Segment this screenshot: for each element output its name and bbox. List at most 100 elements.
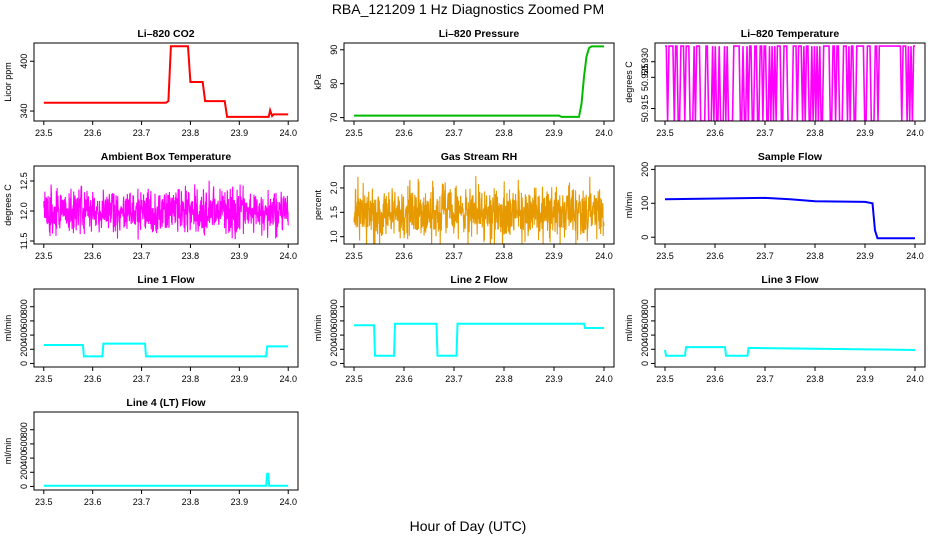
y-axis-label: ml/min bbox=[624, 315, 634, 342]
y-tick-label: 50.915 bbox=[640, 95, 650, 123]
y-tick-label: 400 bbox=[329, 328, 339, 343]
y-tick-label: 400 bbox=[19, 451, 29, 466]
y-axis-label: degrees C bbox=[624, 61, 634, 103]
x-tick-label: 23.7 bbox=[756, 128, 774, 138]
x-tick-label: 23.5 bbox=[345, 128, 363, 138]
series-line bbox=[664, 346, 916, 357]
plot-frame bbox=[343, 42, 615, 122]
series-line bbox=[665, 45, 915, 121]
y-tick-label: 1.0 bbox=[329, 230, 339, 243]
y-tick-label: 600 bbox=[19, 313, 29, 328]
y-tick-label: 0 bbox=[19, 361, 29, 366]
plot-frame bbox=[343, 288, 615, 368]
y-tick-label: 50.925 bbox=[640, 64, 650, 92]
series-line bbox=[353, 175, 605, 244]
plot-frame bbox=[654, 165, 926, 245]
x-tick-label: 23.9 bbox=[545, 128, 563, 138]
y-tick-label: 0 bbox=[19, 484, 29, 489]
x-tick-label: 23.6 bbox=[706, 128, 724, 138]
y-axis-label: degrees C bbox=[3, 184, 13, 226]
x-tick-label: 23.6 bbox=[395, 374, 413, 384]
panel-8: Line 2 Flow ml/min 23.5 23.6 23.7 23.8 23.9 24.… bbox=[313, 274, 615, 384]
series-line bbox=[43, 45, 289, 118]
panel-title: Line 3 Flow bbox=[761, 274, 819, 286]
y-tick-label: 100 bbox=[640, 196, 650, 211]
x-tick-label: 23.8 bbox=[806, 374, 824, 384]
y-axis-label: ml/min bbox=[3, 438, 13, 465]
x-tick-label: 24.0 bbox=[906, 128, 924, 138]
y-tick-label: 0 bbox=[640, 235, 650, 240]
y-tick-label: 70 bbox=[329, 113, 339, 123]
x-tick-label: 24.0 bbox=[279, 497, 297, 507]
x-tick-label: 23.8 bbox=[182, 128, 200, 138]
x-tick-label: 23.6 bbox=[84, 251, 102, 261]
y-tick-label: 1.5 bbox=[329, 206, 339, 219]
y-tick-label: 400 bbox=[19, 328, 29, 343]
x-tick-label: 24.0 bbox=[906, 251, 924, 261]
x-tick-label: 23.7 bbox=[756, 251, 774, 261]
x-tick-label: 23.7 bbox=[756, 374, 774, 384]
series-line bbox=[43, 342, 289, 358]
panel-title: Li–820 Pressure bbox=[439, 28, 520, 40]
panel-4: Ambient Box Temperature degrees C 23.5 23.6… bbox=[3, 151, 299, 261]
y-tick-label: 400 bbox=[640, 328, 650, 343]
y-tick-label: 800 bbox=[640, 299, 650, 314]
y-tick-label: 600 bbox=[19, 436, 29, 451]
y-tick-label: 0 bbox=[640, 361, 650, 366]
x-tick-label: 23.5 bbox=[35, 497, 53, 507]
panel-6: Sample Flow ml/min 23.5 23.6 23.7 23.8 23.9 24.… bbox=[624, 151, 926, 261]
x-tick-label: 23.8 bbox=[182, 497, 200, 507]
x-tick-label: 23.6 bbox=[84, 128, 102, 138]
y-tick-label: 200 bbox=[329, 342, 339, 357]
figure-title: RBA_121209 1 Hz Diagnostics Zoomed PM bbox=[331, 1, 605, 17]
figure-xlabel: Hour of Day (UTC) bbox=[409, 518, 527, 534]
y-tick-label: 200 bbox=[19, 342, 29, 357]
x-tick-label: 23.9 bbox=[231, 497, 249, 507]
x-tick-label: 23.8 bbox=[495, 374, 513, 384]
y-tick-label: 600 bbox=[640, 313, 650, 328]
panel-title: Gas Stream RH bbox=[441, 151, 517, 163]
x-tick-label: 23.5 bbox=[345, 251, 363, 261]
y-tick-label: 12.0 bbox=[19, 202, 29, 220]
panel-3: Li–820 Temperature degrees C 23.5 23.6 23.7 2… bbox=[624, 28, 926, 138]
panel-title: Sample Flow bbox=[758, 151, 823, 163]
x-tick-label: 23.5 bbox=[35, 251, 53, 261]
x-tick-label: 23.9 bbox=[231, 251, 249, 261]
y-axis-label: Licor ppm bbox=[3, 62, 13, 102]
x-tick-label: 24.0 bbox=[906, 374, 924, 384]
y-tick-label: 800 bbox=[19, 422, 29, 437]
panel-title: Li–820 Temperature bbox=[741, 28, 840, 40]
x-tick-label: 24.0 bbox=[279, 374, 297, 384]
y-axis-label: ml/min bbox=[624, 192, 634, 219]
x-tick-label: 23.5 bbox=[656, 251, 674, 261]
x-tick-label: 23.5 bbox=[656, 374, 674, 384]
x-tick-label: 23.5 bbox=[35, 374, 53, 384]
plot-frame bbox=[654, 288, 926, 368]
y-tick-label: 2.0 bbox=[329, 182, 339, 195]
y-axis-label: ml/min bbox=[313, 315, 323, 342]
x-tick-label: 23.9 bbox=[856, 374, 874, 384]
y-tick-label: 12.5 bbox=[19, 172, 29, 190]
x-tick-label: 23.9 bbox=[856, 251, 874, 261]
series-line bbox=[43, 180, 289, 240]
plot-frame bbox=[654, 42, 926, 122]
x-tick-label: 24.0 bbox=[279, 128, 297, 138]
y-tick-label: 11.5 bbox=[19, 233, 29, 250]
y-tick-label: 200 bbox=[19, 465, 29, 480]
x-tick-label: 24.0 bbox=[595, 251, 613, 261]
x-tick-label: 23.7 bbox=[445, 128, 463, 138]
panel-9: Line 3 Flow ml/min 23.5 23.6 23.7 23.8 23.9 24.… bbox=[624, 274, 926, 384]
x-tick-label: 23.7 bbox=[133, 374, 151, 384]
x-tick-label: 23.7 bbox=[445, 374, 463, 384]
y-axis-label: ml/min bbox=[3, 315, 13, 342]
x-tick-label: 24.0 bbox=[595, 128, 613, 138]
panel-10: Line 4 (LT) Flow ml/min 23.5 23.6 23.7 23.8 23… bbox=[3, 397, 299, 507]
x-tick-label: 23.9 bbox=[231, 374, 249, 384]
panel-1: Li–820 CO2 Licor ppm 23.5 23.6 23.7 23.8 23.9 2… bbox=[3, 28, 299, 138]
y-tick-label: 600 bbox=[329, 313, 339, 328]
y-tick-label: 50.930 bbox=[640, 48, 650, 76]
panel-title: Ambient Box Temperature bbox=[101, 151, 232, 163]
x-tick-label: 23.8 bbox=[182, 251, 200, 261]
x-tick-label: 23.9 bbox=[545, 251, 563, 261]
